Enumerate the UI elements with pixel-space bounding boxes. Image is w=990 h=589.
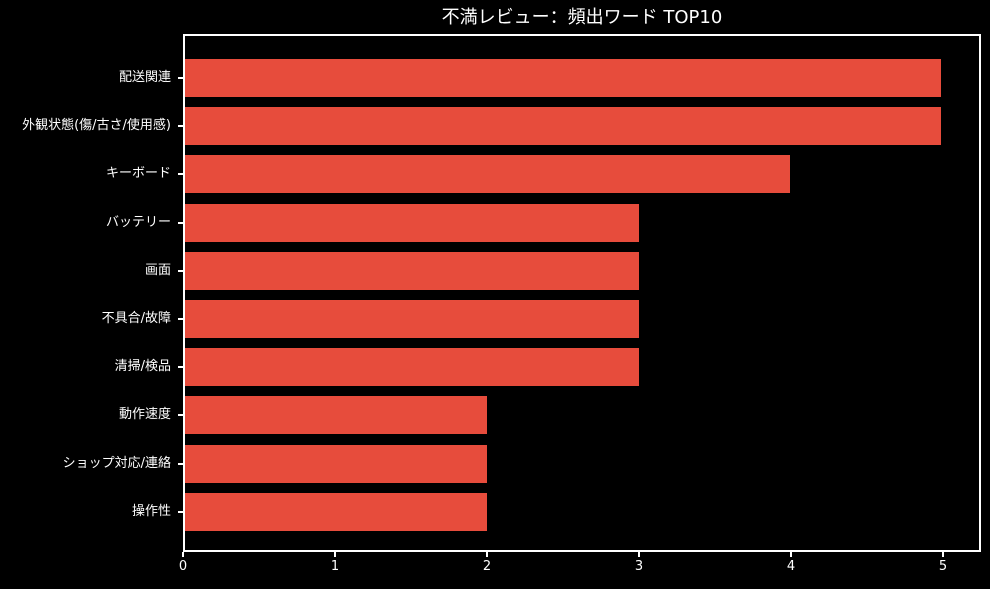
bar-0 <box>185 59 942 97</box>
bar-4 <box>185 251 639 290</box>
y-tick-label-9: 操作性 <box>131 503 171 519</box>
bar-5 <box>185 300 639 338</box>
y-tick-label-6: 清掃/検品 <box>114 359 171 375</box>
x-tick-mark-1 <box>334 552 336 557</box>
bar-7 <box>185 396 488 435</box>
y-tick-mark-9 <box>178 510 183 513</box>
y-tick-mark-6 <box>178 366 183 369</box>
bar-8 <box>185 444 488 483</box>
x-tick-mark-2 <box>486 552 488 557</box>
y-tick-label-0: 配送関連 <box>118 70 171 85</box>
y-tick-mark-7 <box>178 414 183 417</box>
y-tick-mark-4 <box>178 269 183 272</box>
y-tick-label-7: 動作速度 <box>118 407 171 423</box>
bar-9 <box>185 492 488 531</box>
chart-title: 不満レビュー：頻出ワード TOP10 <box>441 7 723 28</box>
y-tick-mark-3 <box>178 221 183 224</box>
x-tick-label-2: 2 <box>482 559 492 574</box>
bar-3 <box>185 203 639 242</box>
x-tick-label-4: 4 <box>786 559 796 574</box>
x-tick-label-3: 3 <box>634 559 644 574</box>
x-tick-mark-3 <box>638 552 640 557</box>
x-tick-mark-0 <box>182 552 184 557</box>
bar-1 <box>185 107 942 146</box>
y-tick-mark-2 <box>178 173 183 176</box>
bar-6 <box>185 348 639 387</box>
y-tick-mark-5 <box>178 318 183 320</box>
x-tick-mark-4 <box>790 552 792 557</box>
bars-layer <box>185 36 979 550</box>
y-tick-mark-0 <box>178 77 183 79</box>
x-tick-mark-5 <box>942 552 944 557</box>
y-tick-mark-1 <box>178 125 183 128</box>
bar-2 <box>185 155 790 194</box>
y-tick-label-5: 不具合/故障 <box>101 311 171 326</box>
y-tick-label-4: 画面 <box>144 262 171 278</box>
x-tick-label-1: 1 <box>330 559 340 574</box>
x-tick-label-5: 5 <box>938 559 948 574</box>
plot-area <box>183 34 981 552</box>
y-tick-label-3: バッテリー <box>105 214 171 230</box>
y-tick-mark-8 <box>178 462 183 465</box>
y-tick-label-2: キーボード <box>105 166 171 182</box>
x-tick-label-0: 0 <box>178 559 188 574</box>
y-tick-label-1: 外観状態(傷/古さ/使用感) <box>22 118 171 134</box>
y-tick-label-8: ショップ対応/連絡 <box>62 455 171 471</box>
